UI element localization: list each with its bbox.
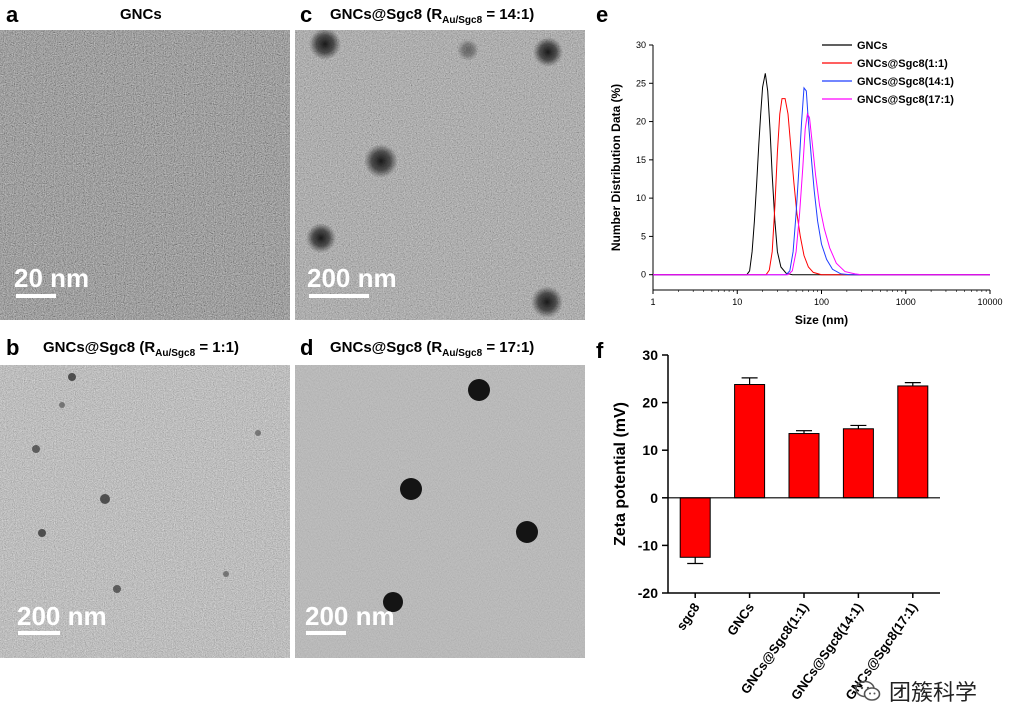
panel-label-a: a [6, 2, 19, 27]
e-series-line-3 [653, 112, 990, 276]
micrograph-c [295, 30, 585, 320]
e-x-axis-title: Size (nm) [795, 313, 848, 327]
f-y-tick-label: -10 [638, 537, 658, 553]
panel-title-c-end: = 14:1) [482, 6, 535, 23]
e-y-tick-label: 25 [636, 78, 646, 88]
micrograph-a [0, 30, 290, 320]
panel-label-e: e [596, 2, 609, 27]
f-y-tick-label: 0 [650, 490, 658, 506]
e-series-line-0 [653, 73, 990, 276]
scale-bar-b [18, 631, 60, 635]
e-series-line-1 [653, 98, 990, 276]
panel-title-b-end: = 1:1) [195, 339, 239, 356]
micrograph-d-image [295, 365, 585, 658]
f-bar-0 [679, 497, 711, 558]
wechat-icon [855, 680, 881, 701]
e-y-tick-label: 30 [636, 40, 646, 50]
e-legend-label-2: GNCs@Sgc8(14:1) [857, 76, 954, 88]
panel-title-d-sub: Au/Sgc8 [442, 348, 483, 359]
panel-title-d-end: = 17:1) [482, 339, 535, 356]
panel-title-d-main: GNCs@Sgc8 (R [330, 339, 443, 356]
e-x-tick-label: 1 [650, 297, 655, 307]
e-legend-label-3: GNCs@Sgc8(17:1) [857, 94, 954, 106]
micrograph-c-image [295, 30, 585, 320]
f-category-label-1: GNCs [724, 600, 757, 638]
panel-label-f: f [596, 338, 604, 363]
f-y-axis-title: Zeta potential (mV) [612, 402, 629, 546]
f-bar-2 [788, 433, 820, 499]
panel-title-b-main: GNCs@Sgc8 (R [43, 339, 156, 356]
scale-bar-c [309, 294, 369, 298]
e-legend-label-1: GNCs@Sgc8(1:1) [857, 58, 948, 70]
f-y-tick-label: -20 [638, 585, 658, 601]
scale-label-c: 200 nm [307, 263, 397, 293]
f-y-tick-label: 30 [642, 347, 658, 363]
e-x-tick-label: 10000 [977, 297, 1002, 307]
e-y-axis-title: Number Distribution Data (%) [609, 84, 623, 251]
watermark: 团簇科学 [855, 675, 977, 707]
panel-label-b: b [6, 335, 20, 360]
e-y-tick-label: 0 [641, 270, 646, 280]
panel-title-a: GNCs [120, 6, 162, 23]
e-legend-label-0: GNCs [857, 40, 888, 52]
panel-title-d: GNCs@Sgc8 (RAu/Sgc8 = 17:1) [330, 340, 534, 359]
panel-label-d: d [300, 335, 314, 360]
panel-title-b-sub: Au/Sgc8 [155, 348, 196, 359]
scale-label-a: 20 nm [14, 263, 90, 293]
micrograph-b [0, 365, 290, 658]
e-x-tick-label: 100 [814, 297, 829, 307]
micrograph-a-image [0, 30, 290, 320]
micrograph-d [295, 365, 585, 658]
e-y-tick-label: 10 [636, 193, 646, 203]
e-y-tick-label: 15 [636, 155, 646, 165]
e-y-tick-label: 20 [636, 117, 646, 127]
panel-title-c-main: GNCs@Sgc8 (R [330, 6, 443, 23]
watermark-text: 团簇科学 [888, 681, 977, 706]
scale-bar-a [16, 294, 56, 298]
panel-label-c: c [300, 2, 313, 27]
e-x-tick-label: 1000 [896, 297, 916, 307]
e-y-tick-label: 5 [641, 231, 646, 241]
micrograph-b-image [0, 365, 290, 658]
e-series-line-2 [653, 86, 990, 276]
scale-label-d: 200 nm [305, 601, 395, 631]
f-category-label-0: sgc8 [673, 600, 702, 633]
scale-bar-d [306, 631, 346, 635]
f-bar-1 [734, 384, 766, 499]
panel-title-c-sub: Au/Sgc8 [442, 15, 483, 26]
scale-label-b: 200 nm [17, 601, 107, 631]
chart-f-zeta-potential: -20 -10 0 10 20 30 Zeta potential (mV) sgc8 GNCs… [612, 347, 940, 703]
f-y-tick-label: 20 [642, 395, 658, 411]
e-x-tick-label: 10 [732, 297, 742, 307]
f-bar-3 [842, 428, 874, 499]
panel-title-b: GNCs@Sgc8 (RAu/Sgc8 = 1:1) [43, 340, 239, 359]
panel-title-c: GNCs@Sgc8 (RAu/Sgc8 = 14:1) [330, 7, 534, 26]
chart-e-size-distribution: 0 5 10 15 20 25 30 1 10 100 1000 10000 Size (nm) Numb… [609, 40, 1003, 327]
f-y-tick-label: 10 [642, 442, 658, 458]
f-bar-4 [897, 385, 929, 499]
